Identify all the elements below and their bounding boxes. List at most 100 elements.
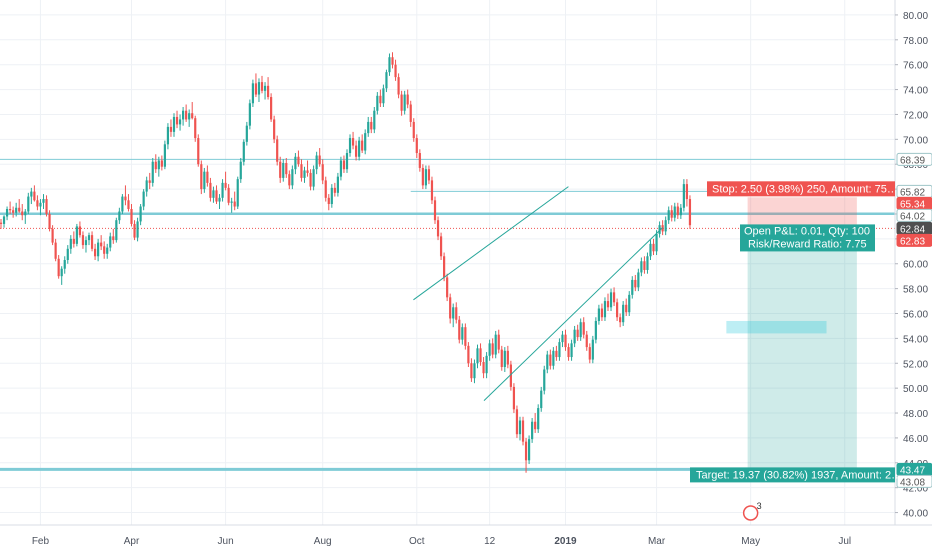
- candle-body: [57, 258, 60, 277]
- candle-body: [172, 116, 176, 132]
- x-tick-label: 12: [484, 536, 496, 547]
- candle-body: [616, 302, 619, 318]
- candle-body: [582, 322, 585, 335]
- candle-body: [382, 88, 385, 104]
- candle-body: [342, 160, 346, 170]
- candle-body: [154, 161, 157, 170]
- candle-body: [327, 197, 330, 205]
- candle-body: [424, 169, 427, 186]
- candle-body: [194, 118, 197, 139]
- candle-body: [576, 329, 579, 338]
- candle-body: [394, 64, 397, 78]
- candle-body: [585, 334, 588, 348]
- candle-body: [558, 342, 561, 358]
- candle-body: [200, 164, 203, 190]
- candle-body: [127, 200, 130, 210]
- candle-body: [609, 292, 613, 308]
- y-tick-label: 76.00: [903, 61, 928, 72]
- candle-body: [412, 121, 415, 139]
- candle-body: [646, 256, 649, 270]
- candle-body: [649, 243, 652, 257]
- target-zone[interactable]: [747, 228, 857, 470]
- candle-body: [321, 164, 324, 181]
- candle-body: [643, 261, 646, 270]
- zone-box[interactable]: [726, 320, 827, 334]
- trend-line[interactable]: [413, 186, 569, 301]
- candle-body: [81, 235, 85, 246]
- candle-body: [236, 179, 239, 207]
- time-axis[interactable]: Feb Apr Jun Aug Oct 12 2019 Mar May Jul: [0, 524, 932, 547]
- candle-body: [309, 172, 312, 187]
- candle-body: [175, 116, 179, 125]
- candle-body: [212, 190, 215, 198]
- candle-body: [473, 363, 476, 379]
- stop-label: Stop: 2.50 (3.98%) 250, Amount: 75…: [712, 183, 898, 195]
- candle-body: [455, 307, 458, 320]
- candle-body: [72, 238, 75, 244]
- y-tick-label: 46.00: [903, 434, 928, 445]
- y-tick-label: 40.00: [903, 509, 928, 520]
- target-label-box: [690, 467, 895, 483]
- candle-body: [619, 317, 622, 323]
- candle-body: [515, 409, 519, 435]
- candle-body: [27, 196, 30, 212]
- candle-body: [670, 210, 673, 218]
- trend-line[interactable]: [483, 227, 663, 401]
- stop-zone[interactable]: [747, 197, 857, 229]
- y-tick-label: 50.00: [903, 384, 928, 395]
- candle-body: [476, 348, 479, 364]
- price-axis[interactable]: 40.0042.0044.0046.0048.0050.0052.0054.00…: [894, 0, 928, 525]
- candle-body: [233, 201, 236, 207]
- candle-body: [248, 103, 251, 126]
- candle-body: [9, 209, 12, 211]
- candle-body: [555, 350, 558, 358]
- candle-body: [185, 110, 188, 120]
- candle-body: [664, 220, 667, 232]
- candle-body: [148, 180, 151, 183]
- candle-body: [239, 161, 242, 180]
- position-tool[interactable]: [726, 197, 857, 470]
- candle-body: [263, 85, 267, 91]
- trend-channel[interactable]: [413, 186, 663, 401]
- candle-body: [676, 206, 679, 216]
- candle-body: [400, 94, 403, 111]
- candle-body: [151, 161, 154, 183]
- annotations: Stop: 2.50 (3.98%) 250, Amount: 75… Open …: [690, 181, 902, 521]
- candle-body: [242, 141, 245, 162]
- x-tick-label: Mar: [648, 536, 666, 547]
- candle-body: [534, 421, 537, 430]
- event-badge-icon[interactable]: [742, 505, 759, 521]
- candle-body: [439, 236, 443, 257]
- candle-body: [470, 363, 473, 379]
- candle-body: [5, 209, 9, 217]
- candle-body: [367, 121, 370, 134]
- candle-body: [385, 72, 388, 89]
- price-label: 65.82: [900, 187, 925, 198]
- candle-body: [391, 57, 394, 65]
- candle-body: [467, 345, 470, 364]
- candle-body: [206, 171, 209, 183]
- candle-body: [634, 279, 637, 288]
- price-label: 64.02: [900, 211, 925, 222]
- candle-body: [121, 196, 124, 212]
- candle-body: [348, 138, 352, 154]
- candle-body: [361, 140, 364, 151]
- candle-body: [136, 221, 139, 238]
- candle-body: [48, 213, 51, 229]
- candle-body: [0, 222, 3, 224]
- y-tick-label: 78.00: [903, 36, 928, 47]
- candle-body: [109, 236, 112, 248]
- candle-body: [373, 110, 376, 130]
- candle-body: [45, 199, 48, 214]
- price-label-box: [896, 152, 932, 166]
- candle-body: [303, 170, 306, 178]
- candle-body: [276, 139, 279, 162]
- candle-body: [51, 228, 54, 243]
- candle-body: [33, 191, 36, 201]
- candle-body: [100, 242, 103, 247]
- y-tick-label: 58.00: [903, 285, 928, 296]
- candle-body: [682, 184, 685, 208]
